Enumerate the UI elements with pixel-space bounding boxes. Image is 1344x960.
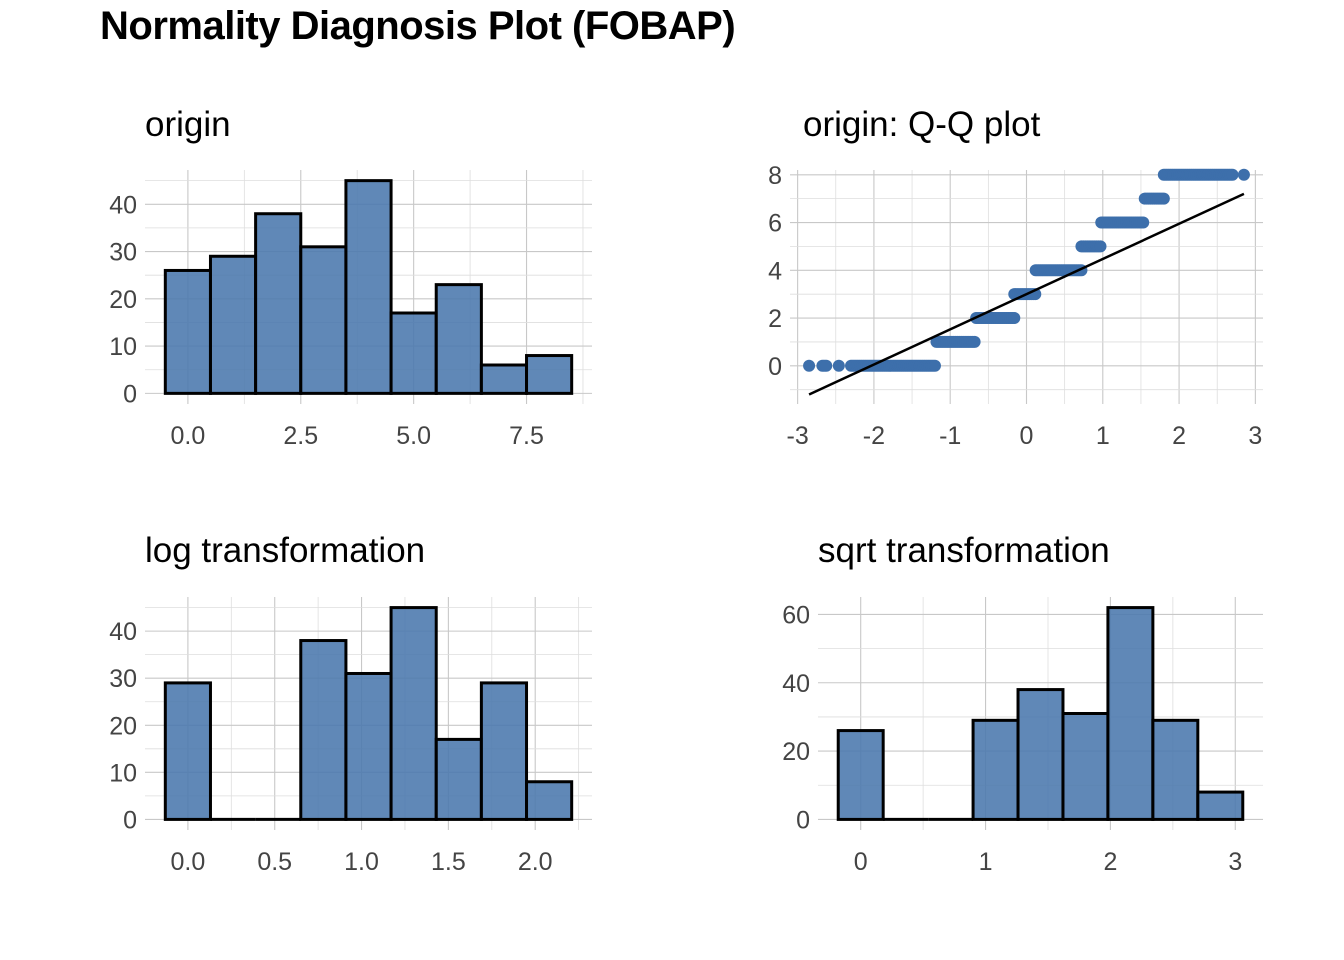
qq-point: [820, 359, 833, 372]
x-tick-label: 3: [1228, 848, 1242, 876]
qq-point: [1008, 312, 1021, 325]
histogram-bar: [525, 354, 574, 395]
panel-title: origin: [145, 105, 231, 144]
histogram-bars: [163, 179, 574, 395]
y-tick-label: 40: [109, 618, 137, 646]
qq-point: [832, 359, 845, 372]
histogram-bar: [254, 212, 303, 395]
qq-point: [1094, 240, 1107, 253]
x-tick-label: 7.5: [509, 422, 544, 450]
y-tick-label: 20: [109, 286, 137, 314]
x-tick-label: 2.5: [283, 422, 318, 450]
x-tick-label: -1: [939, 422, 961, 450]
x-tick-label: 3: [1248, 422, 1262, 450]
histogram-bar: [344, 671, 393, 821]
histogram-bar: [1151, 718, 1200, 821]
histogram-bar: [479, 681, 529, 821]
panel-title: log transformation: [145, 531, 425, 570]
y-tick-label: 10: [109, 333, 137, 361]
y-tick-label: 10: [109, 759, 137, 787]
x-tick-label: 2: [1103, 848, 1117, 876]
panel-title: origin: Q-Q plot: [803, 105, 1041, 144]
x-tick-label: 2: [1172, 422, 1186, 450]
x-tick-label: 1: [1096, 422, 1110, 450]
histogram-bar: [525, 780, 574, 821]
figure-title: Normality Diagnosis Plot (FOBAP): [100, 4, 736, 48]
x-tick-label: 2.0: [518, 848, 553, 876]
x-tick-label: 0: [854, 848, 868, 876]
x-tick-label: -3: [787, 422, 809, 450]
histogram-bar: [389, 606, 438, 821]
x-tick-label: 5.0: [396, 422, 431, 450]
x-tick-label: 1.0: [344, 848, 379, 876]
qq-point: [803, 359, 816, 372]
qq-point: [1137, 216, 1150, 229]
y-tick-label: 40: [782, 670, 810, 698]
y-tick-label: 8: [768, 162, 782, 190]
y-tick-label: 20: [109, 712, 137, 740]
x-tick-label: 1: [979, 848, 993, 876]
y-tick-label: 2: [768, 305, 782, 333]
panel-sqrt-transformation-histogram: sqrt transformation 0 1 2 3 0 20 40 60: [782, 531, 1263, 876]
histogram-bar: [299, 639, 348, 821]
x-tick-label: 0: [1020, 422, 1034, 450]
qq-point: [968, 335, 981, 348]
y-tick-label: 0: [768, 353, 782, 381]
histogram-bars: [836, 606, 1245, 821]
y-tick-label: 4: [768, 257, 782, 285]
panel-origin-histogram: origin 0.0 2.5 5.0 7.5 0 10 20 30 40: [109, 105, 592, 450]
qq-point: [928, 359, 941, 372]
histogram-bars: [163, 606, 574, 821]
x-tick-label: -2: [863, 422, 885, 450]
histogram-bar: [344, 179, 393, 395]
histogram-bar: [1196, 790, 1245, 821]
qq-point: [1237, 168, 1250, 181]
histogram-bar: [836, 729, 885, 821]
histogram-bar: [299, 245, 348, 395]
qq-point: [1226, 168, 1239, 181]
panel-log-transformation-histogram: log transformation 0.0 0.5 1.0 1.5 2.0 0 10 20 30…: [109, 531, 592, 876]
y-tick-label: 0: [123, 380, 137, 408]
x-tick-label: 0.0: [171, 422, 206, 450]
y-tick-label: 0: [796, 806, 810, 834]
histogram-bar: [163, 268, 212, 395]
panel-title: sqrt transformation: [818, 531, 1110, 570]
y-tick-label: 30: [109, 665, 137, 693]
y-tick-label: 0: [123, 806, 137, 834]
histogram-bar: [434, 737, 483, 821]
histogram-bar: [1106, 606, 1155, 821]
histogram-bar: [1016, 688, 1065, 821]
histogram-bar: [208, 254, 258, 395]
histogram-bar: [971, 718, 1020, 821]
x-tick-label: 0.0: [171, 848, 206, 876]
qq-points: [803, 168, 1250, 372]
x-tick-label: 0.5: [257, 848, 292, 876]
histogram-bar: [434, 283, 483, 395]
histogram-bar: [479, 363, 529, 395]
histogram-bar: [389, 311, 438, 395]
qq-reference-line: [808, 192, 1245, 396]
y-tick-label: 40: [109, 191, 137, 219]
panel-origin-qq-plot: origin: Q-Q plot -3 -2 -1 0 1 2 3 0 2 4 6 8: [768, 105, 1263, 450]
qq-point: [1157, 192, 1170, 205]
histogram-bar: [1061, 712, 1110, 821]
y-tick-label: 6: [768, 210, 782, 238]
y-tick-label: 30: [109, 239, 137, 267]
y-tick-label: 20: [782, 738, 810, 766]
histogram-bar: [163, 681, 212, 821]
x-tick-label: 1.5: [431, 848, 466, 876]
y-tick-label: 60: [782, 601, 810, 629]
